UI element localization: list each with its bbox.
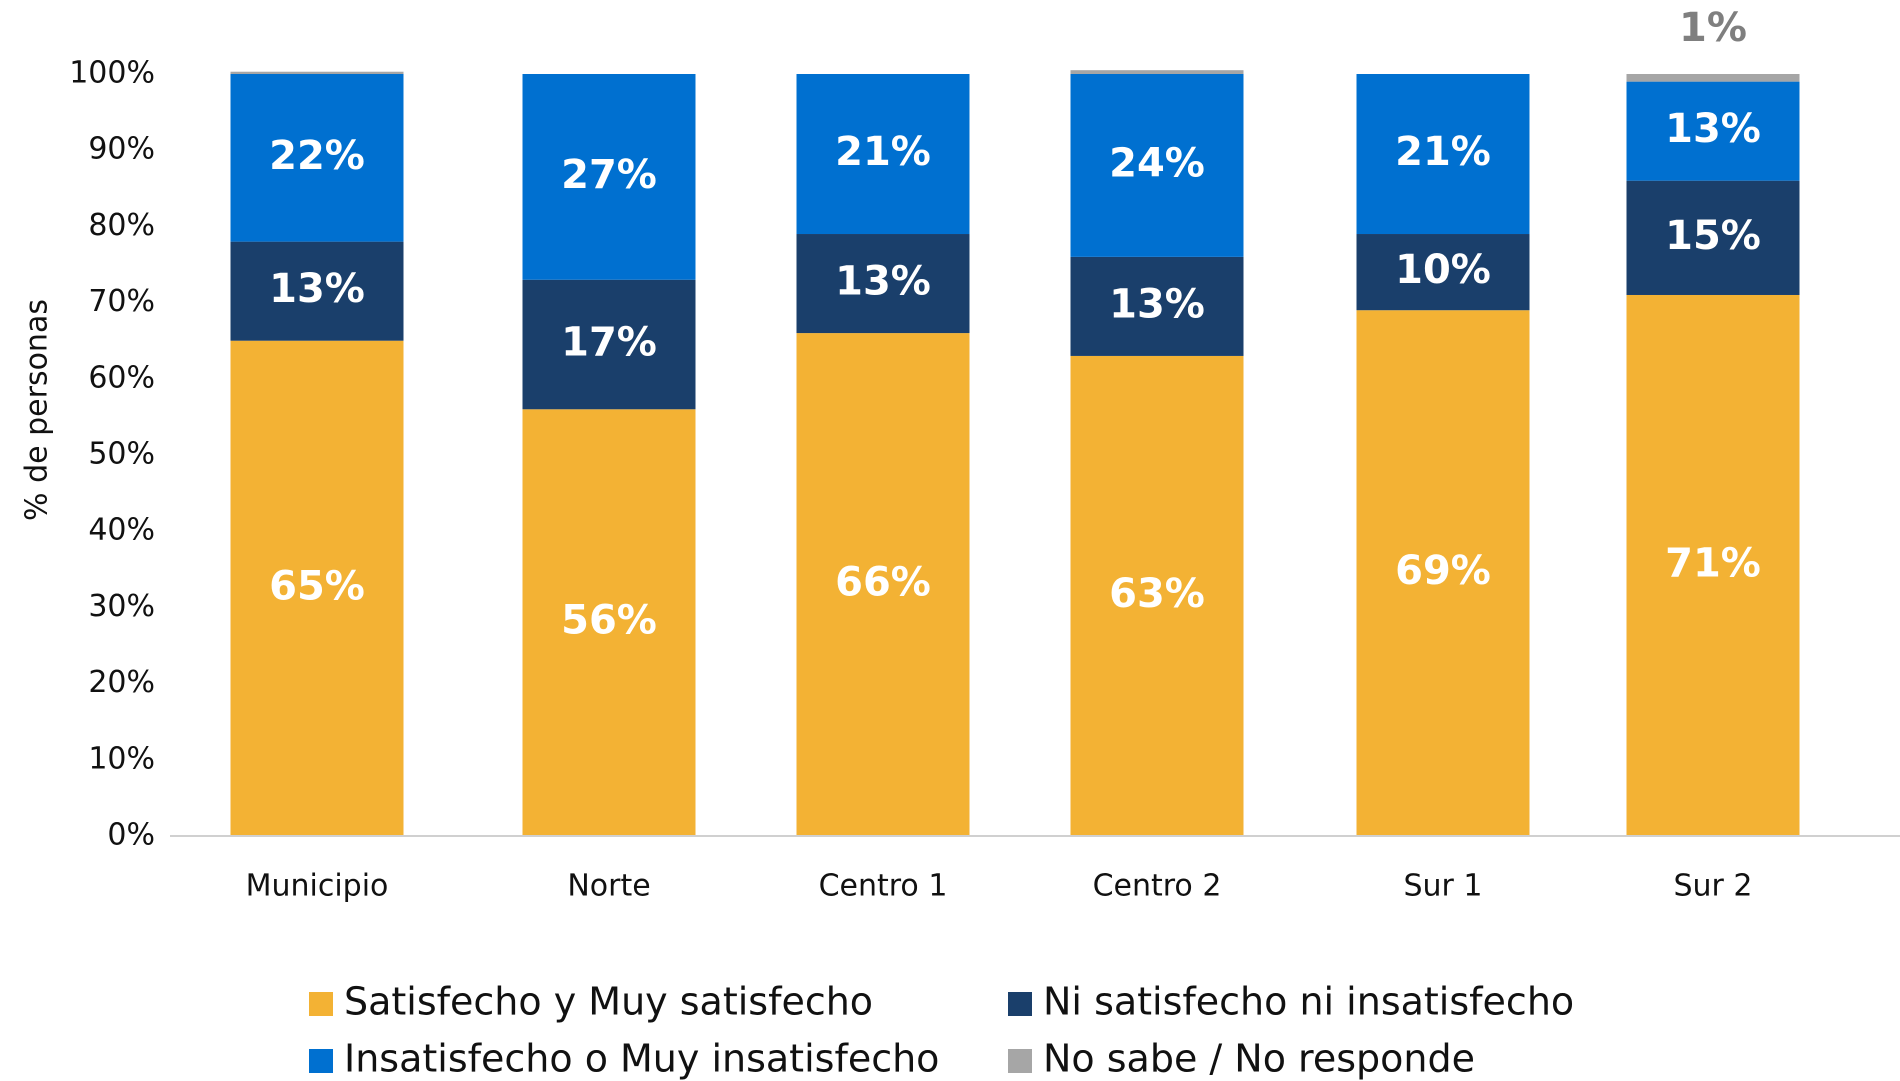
bar-segment — [1356, 310, 1530, 837]
y-tick-label: 80% — [88, 208, 155, 243]
bar-segment — [1356, 234, 1530, 311]
bar-segment — [1626, 180, 1800, 295]
legend-swatch — [1008, 992, 1032, 1016]
bar-segment — [230, 340, 404, 836]
legend-label: Insatisfecho o Muy insatisfecho — [344, 1037, 939, 1081]
bar-segment — [522, 279, 696, 410]
y-tick-label: 40% — [88, 513, 155, 548]
x-tick-label: Norte — [567, 869, 650, 904]
data-label: 63% — [1109, 571, 1205, 617]
data-label: 65% — [269, 563, 365, 609]
y-tick-label: 20% — [88, 665, 155, 700]
bar-segment — [230, 74, 404, 242]
x-tick-label: Centro 1 — [819, 869, 948, 904]
data-label: 21% — [1395, 129, 1491, 175]
data-label: 71% — [1665, 540, 1761, 586]
y-tick-label: 0% — [107, 818, 155, 853]
y-tick-label: 100% — [69, 56, 155, 91]
x-tick-label: Centro 2 — [1093, 869, 1222, 904]
bar-segment — [796, 74, 970, 235]
y-tick-label: 90% — [88, 132, 155, 167]
data-label: 22% — [269, 133, 365, 179]
bar-segment — [1070, 256, 1244, 356]
data-label: 66% — [835, 560, 931, 606]
bar-segment — [1070, 70, 1244, 74]
y-tick-label: 60% — [88, 360, 155, 395]
bar-segment — [796, 234, 970, 334]
data-label: 27% — [561, 152, 657, 198]
x-tick-label: Sur 2 — [1673, 869, 1752, 904]
data-label: 13% — [835, 259, 931, 305]
data-label: 1% — [1679, 5, 1747, 51]
bar-segment — [1626, 294, 1800, 837]
bar-segment — [796, 333, 970, 836]
data-label: 13% — [1665, 106, 1761, 152]
bar-segment — [1626, 81, 1800, 181]
legend-label: No sabe / No responde — [1043, 1037, 1475, 1081]
bar-segment — [230, 71, 404, 74]
data-label: 24% — [1109, 140, 1205, 186]
data-label: 15% — [1665, 213, 1761, 259]
data-label: 21% — [835, 129, 931, 175]
legend-swatch — [309, 1049, 333, 1073]
bar-segment — [522, 74, 696, 280]
bar-segment — [1070, 74, 1244, 257]
bar-segment — [1626, 74, 1800, 82]
x-tick-label: Sur 1 — [1403, 869, 1482, 904]
bar-segment — [1070, 355, 1244, 836]
data-label: 56% — [561, 598, 657, 644]
legend-swatch — [1008, 1049, 1032, 1073]
y-tick-label: 50% — [88, 437, 155, 472]
data-label: 10% — [1395, 247, 1491, 293]
data-label: 13% — [1109, 281, 1205, 327]
data-label: 13% — [269, 266, 365, 312]
bar-segment — [522, 409, 696, 836]
y-tick-label: 30% — [88, 589, 155, 624]
y-tick-label: 70% — [88, 284, 155, 319]
y-axis-label: % de personas — [20, 299, 55, 521]
bar-segment — [230, 241, 404, 341]
y-tick-label: 10% — [88, 741, 155, 776]
legend-label: Ni satisfecho ni insatisfecho — [1043, 980, 1574, 1024]
data-label: 17% — [561, 320, 657, 366]
x-tick-label: Municipio — [246, 869, 389, 904]
data-label: 69% — [1395, 548, 1491, 594]
legend-swatch — [309, 992, 333, 1016]
bar-segment — [1356, 74, 1530, 235]
legend-label: Satisfecho y Muy satisfecho — [344, 980, 873, 1024]
